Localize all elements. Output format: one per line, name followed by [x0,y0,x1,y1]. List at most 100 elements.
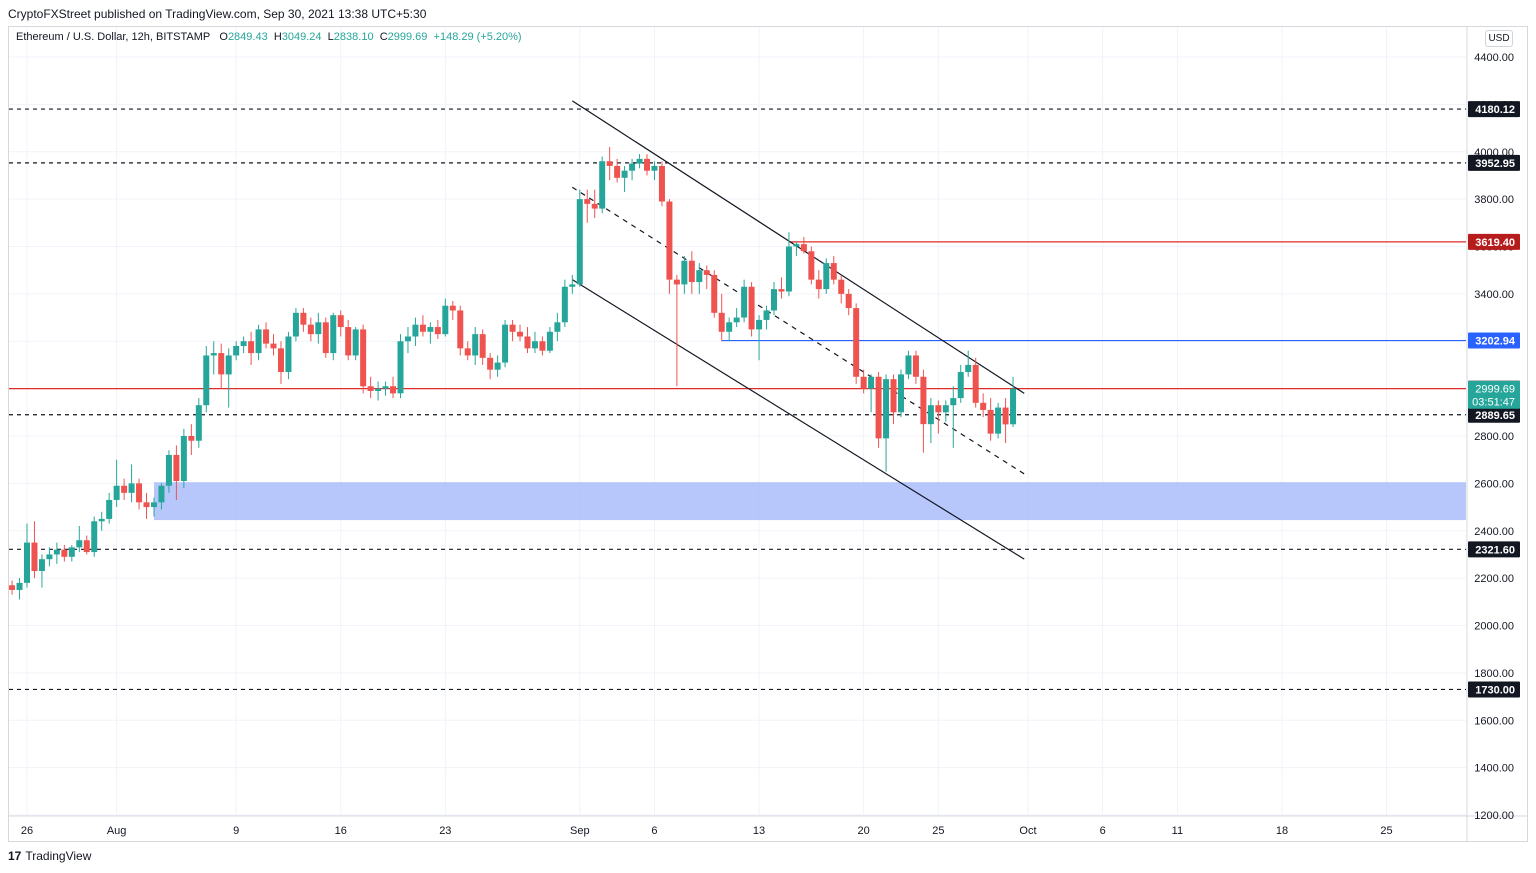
candle-body [771,289,777,311]
candle-body [561,286,568,323]
legend-change: +148.29 (+5.20%) [433,31,522,43]
candle-body [584,199,591,204]
countdown-label: 03:51:47 [1472,397,1515,409]
candle-body [569,284,576,287]
candle-body [150,502,157,508]
candle-body [950,398,957,406]
candle-body [397,341,404,394]
candle-body [233,345,240,356]
candle-body [98,518,105,522]
x-tick-label: Oct [1019,825,1036,837]
candle-body [651,165,658,171]
price-level-tag [1468,541,1520,558]
candle-body [76,540,83,548]
candle-body [375,388,382,391]
candle-body [763,310,770,320]
candle-body [315,322,322,335]
candle-body [688,260,695,283]
last-price-label: 2999.69 [1475,384,1515,396]
candle-body [711,274,718,313]
chart-frame [8,26,1528,842]
candle-body [457,310,464,349]
candle-body [927,405,934,425]
candle-body [606,161,613,166]
candle-body [337,315,344,328]
y-tick-label: 2400.00 [1474,526,1514,538]
price-level-tag-label: 3952.95 [1475,158,1515,170]
candle-body [599,161,606,209]
candle-body [860,376,867,389]
support-zone [153,482,1467,521]
legend-low-label: L [327,31,334,43]
candle-body [793,244,800,247]
candle-body [778,289,785,292]
y-tick-label: 2600.00 [1474,478,1514,490]
candle-body [31,542,38,572]
candle-body [434,327,441,335]
legend-open-value: 2849.43 [227,31,268,43]
price-level-tag [1468,332,1520,349]
candle-body [838,279,845,294]
candle-body [868,376,875,389]
candle-body [546,331,553,351]
candle-body [390,386,397,394]
candle-body [785,246,792,292]
y-tick-label: 4400.00 [1474,52,1514,64]
candle-body [741,286,748,318]
candle-body [509,324,516,332]
price-level-tag [1468,154,1520,171]
candle-body [995,407,1002,434]
x-tick-label: 11 [1172,825,1183,837]
candle-body [696,270,703,283]
legend-symbol: Ethereum / U.S. Dollar, 12h, BITSTAMP [16,31,211,43]
candle-body [576,199,583,285]
candle-body [367,386,374,391]
y-tick-label: 2800.00 [1474,431,1514,443]
candle-body [61,549,68,557]
candle-body [68,547,75,557]
candle-body [853,308,860,377]
candle-body [106,499,113,519]
y-tick-label: 1800.00 [1474,668,1514,680]
candle-body [756,319,763,330]
price-level-tag-label: 1730.00 [1475,684,1515,696]
candle-body [173,454,180,482]
last-price-tag [1468,380,1520,409]
tradingview-brand-text: TradingView [25,849,92,863]
currency-button[interactable]: USD [1485,30,1513,47]
candle-body [203,355,210,406]
candle-body [1002,407,1009,425]
candle-body [539,341,546,351]
tradingview-brand[interactable]: 17 TradingView [8,849,91,863]
candle-body [46,554,53,560]
y-tick-label: 2000.00 [1474,621,1514,633]
candle-body [980,402,987,410]
candle-body [972,364,979,403]
channel-upper-line [571,100,1025,394]
candle-body [195,405,202,441]
y-tick-label: 1600.00 [1474,715,1514,727]
x-tick-label: 20 [858,825,870,837]
candle-body [890,379,897,413]
candle-body [935,405,942,413]
candle-body [808,251,815,280]
candle-body [644,158,651,171]
candle-body [292,312,299,337]
candle-body [449,305,456,311]
channel-lower-line [571,279,1025,560]
legend-low-value: 2838.10 [333,31,374,43]
candle-body [800,244,807,252]
candle-body [285,336,292,373]
candle-body [965,364,972,373]
candle-body [718,312,725,332]
candle-body [531,341,538,349]
candle-body [726,322,733,332]
candle-body [240,341,247,346]
price-level-tag-label: 3619.40 [1475,237,1515,249]
candle-body [517,331,524,337]
candle-body [255,329,262,354]
x-tick-label: 18 [1276,825,1288,837]
candle-body [248,341,255,354]
candle-body [636,158,643,164]
